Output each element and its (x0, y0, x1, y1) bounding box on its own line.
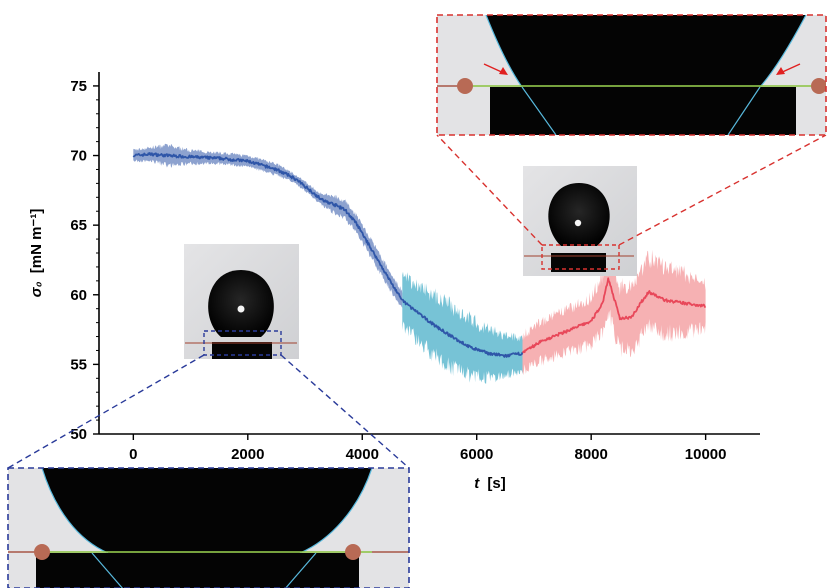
x-tick-label: 6000 (460, 446, 493, 463)
series-line-initial (132, 151, 403, 301)
series-line-decline (401, 298, 524, 358)
x-tick-label: 4000 (346, 446, 379, 463)
axes: 0 2000 4000 6000 8000 10000 50 55 60 65 70 75 (70, 72, 760, 463)
zoom-inset-start (7, 467, 410, 588)
series-band-decline (402, 271, 523, 384)
y-tick-label: 55 (70, 356, 87, 373)
y-axis-title: σ₀ [mN m⁻¹] (28, 209, 45, 298)
x-axis-title: t [s] (474, 475, 506, 492)
x-tick-label: 10000 (685, 446, 727, 463)
x-tick-label: 2000 (231, 446, 264, 463)
series-band-initial (133, 143, 403, 308)
zoom-connectors (7, 134, 827, 469)
y-tick-label: 70 (70, 148, 87, 165)
droplet-thumbnail-start (184, 244, 299, 359)
x-tick-label: 8000 (574, 446, 607, 463)
series-line-rebound (521, 277, 707, 354)
y-tick-label: 75 (70, 78, 87, 95)
zoom-inset-end (436, 14, 827, 136)
droplet-thumbnail-end (523, 166, 637, 276)
y-tick-label: 65 (70, 217, 87, 234)
series-band-rebound (522, 239, 706, 376)
y-tick-label: 60 (70, 287, 87, 304)
y-tick-label: 50 (70, 426, 87, 443)
mean-curves (132, 151, 707, 358)
x-tick-label: 0 (129, 446, 137, 463)
